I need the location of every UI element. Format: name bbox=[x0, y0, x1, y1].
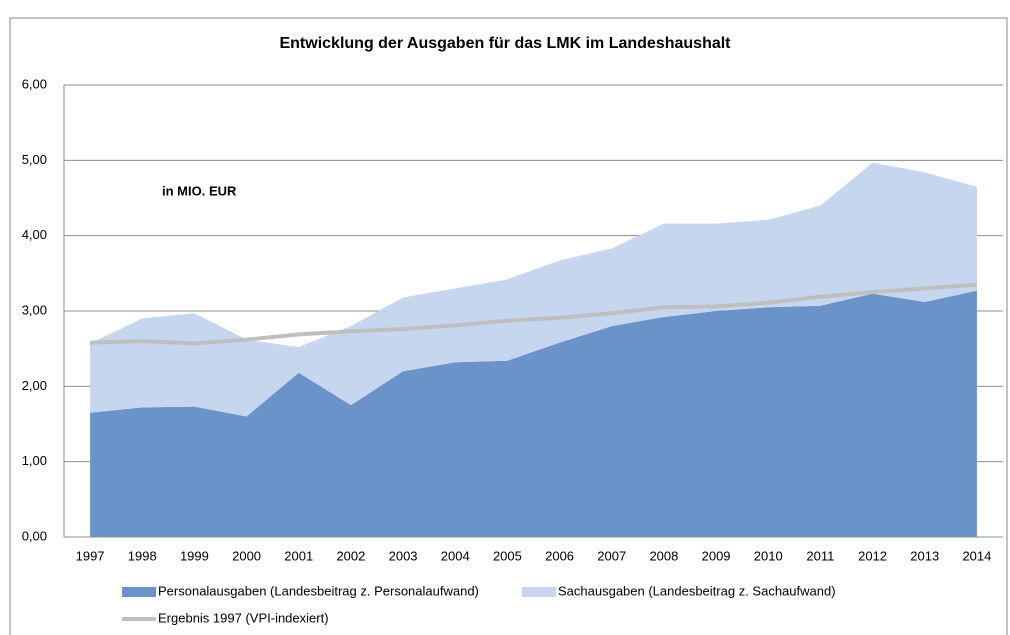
x-tick-label: 2011 bbox=[806, 548, 834, 563]
x-tick-label: 2001 bbox=[284, 548, 313, 563]
x-tick-label: 2012 bbox=[858, 548, 887, 563]
x-tick-label: 2005 bbox=[493, 548, 522, 563]
x-tick-label: 2003 bbox=[389, 548, 418, 563]
y-tick-label: 4,00 bbox=[22, 227, 47, 242]
x-tick-label: 2008 bbox=[649, 548, 678, 563]
chart-title: Entwicklung der Ausgaben für das LMK im … bbox=[279, 35, 731, 52]
x-tick-label: 2002 bbox=[336, 548, 365, 563]
area bbox=[90, 290, 977, 537]
x-tick-label: 2000 bbox=[232, 548, 261, 563]
x-tick-label: 2006 bbox=[545, 548, 574, 563]
x-tick-label: 1997 bbox=[76, 548, 105, 563]
legend-label: Sachausgaben (Landesbeitrag z. Sachaufwa… bbox=[558, 583, 836, 598]
legend-swatch bbox=[122, 587, 156, 597]
x-tick-label: 2014 bbox=[962, 548, 991, 563]
area bbox=[90, 162, 977, 417]
y-tick-label: 5,00 bbox=[22, 152, 47, 167]
legend-swatch bbox=[522, 587, 556, 597]
legend-label: Ergebnis 1997 (VPI-indexiert) bbox=[158, 610, 329, 625]
x-tick-label: 2009 bbox=[702, 548, 731, 563]
x-tick-label: 2004 bbox=[441, 548, 470, 563]
x-tick-label: 1999 bbox=[180, 548, 209, 563]
x-tick-label: 2007 bbox=[597, 548, 626, 563]
line bbox=[90, 282, 978, 346]
y-tick-label: 0,00 bbox=[22, 528, 47, 543]
legend-label: Personalausgaben (Landesbeitrag z. Perso… bbox=[158, 583, 479, 598]
y-tick-label: 6,00 bbox=[22, 76, 47, 91]
y-tick-label: 2,00 bbox=[22, 378, 47, 393]
x-tick-label: 2010 bbox=[754, 548, 783, 563]
y-tick-label: 1,00 bbox=[22, 453, 47, 468]
x-tick-label: 1998 bbox=[128, 548, 157, 563]
annotation: in MIO. EUR bbox=[162, 183, 237, 198]
y-tick-label: 3,00 bbox=[22, 302, 47, 317]
x-tick-label: 2013 bbox=[910, 548, 939, 563]
